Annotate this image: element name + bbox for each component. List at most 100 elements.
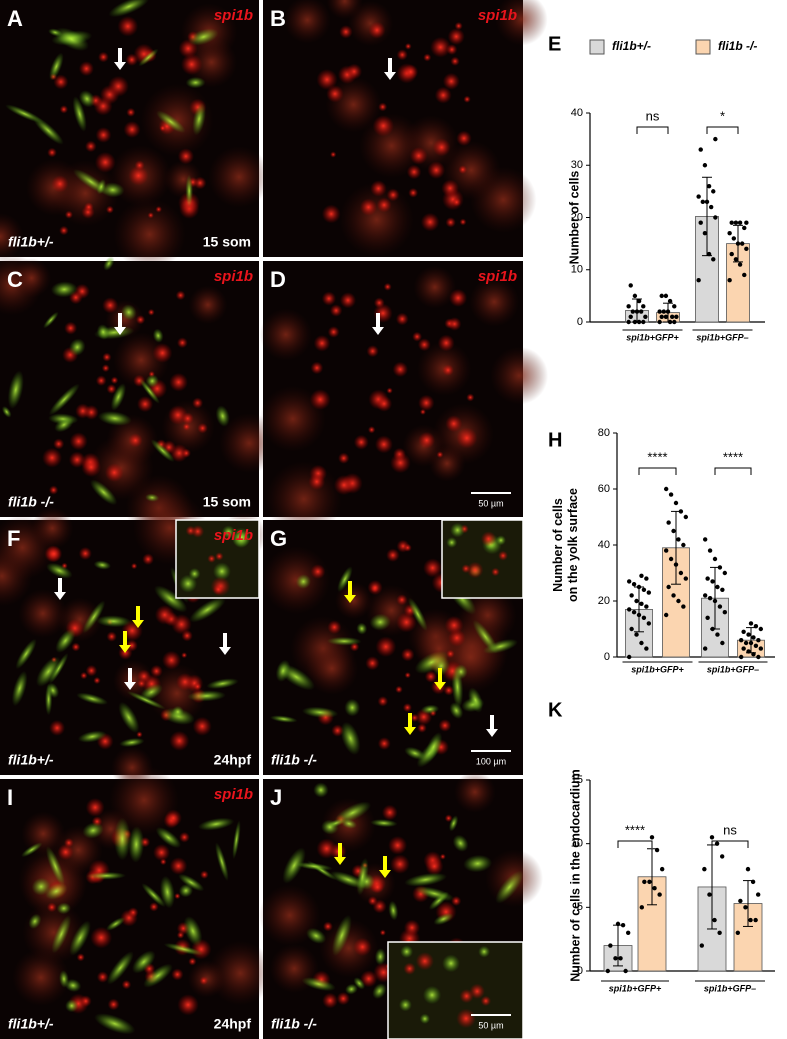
panel-letter: H [548,429,562,451]
red-cell [181,448,191,458]
inset-cell [480,995,492,1007]
data-point [702,230,708,236]
red-cell [346,63,363,80]
data-point [649,835,655,840]
green-vessel [132,950,156,974]
green-vessel [78,90,96,108]
red-cell [181,652,188,659]
red-cell [401,647,415,662]
red-cell [370,180,387,197]
arrow [119,631,131,653]
red-cell [404,672,411,679]
inset-cell [450,522,465,538]
green-vessel [356,622,368,635]
red-cell [107,75,129,97]
red-cell [374,435,393,454]
green-vessel [139,378,160,404]
significance-label: **** [647,449,667,464]
red-cell [118,645,133,660]
red-cell [174,892,181,900]
data-point [639,640,644,646]
green-vessel [463,854,493,873]
red-cell [321,291,337,306]
arrow [344,581,356,603]
red-cell [395,685,403,694]
inset-cell [415,952,434,971]
red-cell [419,408,426,415]
red-cell [71,642,81,652]
y-axis-title: Number of cells [567,171,581,265]
scale-label: 50 µm [478,1020,503,1030]
data-point [706,183,712,189]
yolk-cell [0,212,24,261]
data-point [652,886,657,891]
green-vessel [451,665,464,709]
green-vessel [7,370,24,409]
red-cell [192,716,212,736]
y-tick-label: 30 [571,159,583,171]
arrow [334,843,346,865]
significance-label: **** [625,822,645,837]
data-point [644,604,649,609]
yolk-cell [469,276,520,327]
data-point [630,309,636,314]
red-cell [441,179,459,198]
data-point [667,319,673,325]
y-axis-title: Number of cells in the endocardium [568,769,582,982]
red-cell [106,631,117,642]
data-point [702,163,708,168]
red-cell [383,282,392,291]
red-cell [181,630,193,642]
green-vessel [178,883,194,898]
red-cell [75,403,91,419]
red-cell [95,375,107,387]
green-vessel [118,701,140,734]
y-tick-label: 10 [571,838,583,850]
red-cell [368,21,386,39]
red-cell [177,148,194,165]
red-cell [376,395,393,412]
scale-label: 50 µm [478,498,503,508]
red-cell [123,121,141,139]
green-vessel [424,732,443,762]
legend-swatch [589,39,605,55]
data-point [672,304,677,309]
panel-letter: I [7,785,13,810]
red-cell [102,352,112,362]
red-cell [443,685,454,696]
red-cell [396,611,417,633]
green-vessel [468,687,483,713]
red-cell [445,415,463,433]
panel-letter: A [7,6,23,31]
green-vessel [344,698,361,717]
green-vessel [171,705,184,719]
y-axis-title: Number of cells [551,498,565,592]
data-point [708,204,714,210]
inset-cell [478,945,491,958]
data-point [608,943,613,948]
data-point [636,584,642,590]
green-vessel [49,52,64,81]
data-point [626,304,631,309]
red-cell [434,86,452,104]
red-cell [366,345,379,358]
inset-cell [498,550,509,561]
green-vessel [46,562,73,579]
legend-label: fli1b -/- [718,39,757,53]
green-vessel [163,943,204,956]
data-point [673,500,679,506]
red-cell [193,176,207,190]
green-vessel [108,0,150,18]
data-point [743,905,748,910]
red-cell [106,383,117,394]
green-vessel [51,915,72,954]
inset-cell [491,567,500,577]
red-cell [339,292,357,309]
data-point [639,905,645,910]
data-point [663,314,669,319]
yolk-cell [339,182,414,257]
data-point [676,537,681,542]
red-cell [79,995,92,1008]
